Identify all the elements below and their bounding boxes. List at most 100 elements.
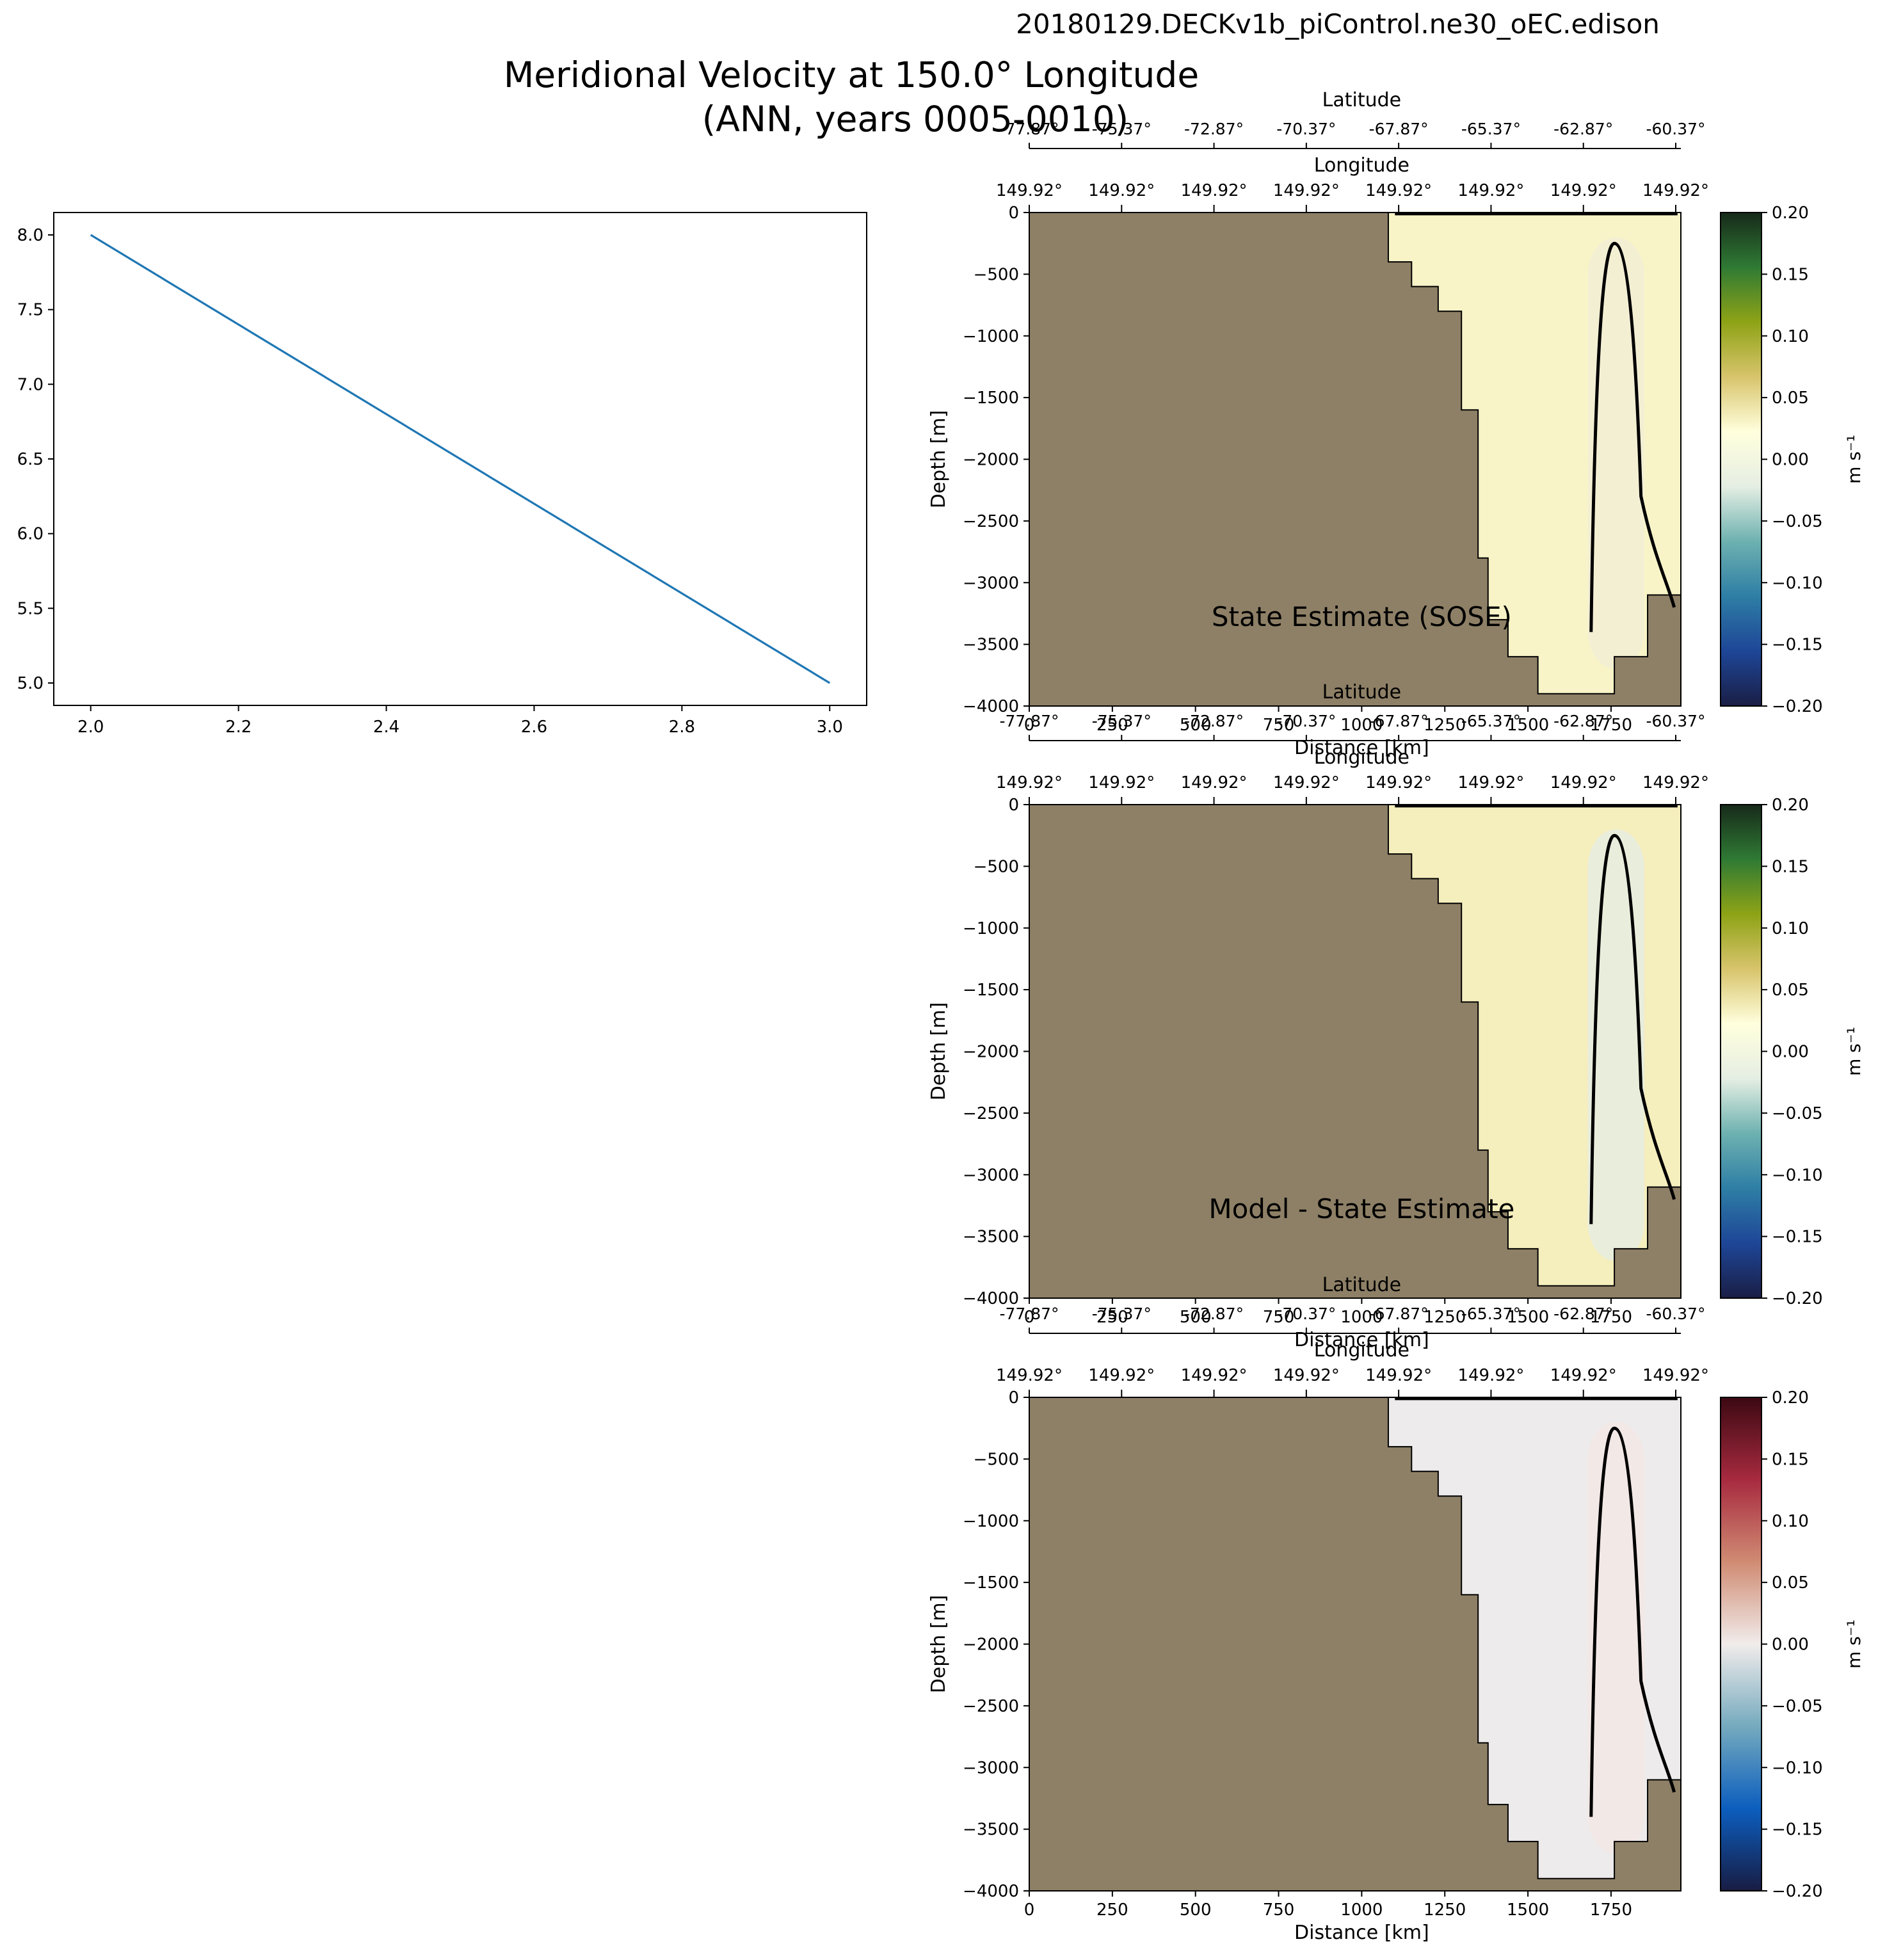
longitude-tick-label: 149.92°	[996, 1366, 1063, 1385]
colorbar-tick-label: 0.05	[1772, 389, 1809, 408]
latitude-axis-label: Latitude	[1322, 89, 1401, 111]
y-tick-label: 7.0	[17, 375, 44, 394]
latitude-tick-label: -70.37°	[1276, 120, 1336, 138]
depth-tick-label: −2000	[963, 1635, 1019, 1655]
colorbar-units-label: m s⁻¹	[1843, 1027, 1865, 1076]
section-panels: 0 −500 −1000 −1500 −2000 −2500 −3000 −3500 −4000…	[927, 89, 1865, 1944]
run-name: 20180129.DECKv1b_piControl.ne30_oEC.edis…	[1016, 8, 1660, 40]
latitude-tick-label: -77.87°	[999, 1305, 1059, 1323]
depth-tick-label: −500	[974, 265, 1019, 284]
distance-tick-label: 0	[1024, 716, 1035, 735]
colorbar-tick-label: 0.15	[1772, 265, 1809, 284]
colorbar-tick-label: −0.15	[1772, 1820, 1823, 1840]
distance-tick-label: 750	[1263, 1308, 1295, 1327]
longitude-tick-label: 149.92°	[1457, 773, 1524, 792]
depth-tick-label: 0	[1008, 204, 1019, 223]
distance-tick-label: 1500	[1507, 1900, 1549, 1920]
distance-tick-label: 1750	[1590, 1308, 1632, 1327]
section-panel-1: 0 −500 −1000 −1500 −2000 −2500 −3000 −3500 −4000…	[927, 89, 1865, 759]
longitude-tick-label: 149.92°	[1088, 773, 1155, 792]
distance-tick-label: 1750	[1590, 1900, 1632, 1920]
distance-tick-label: 500	[1180, 716, 1212, 735]
y-tick-label: 5.0	[17, 674, 44, 693]
colorbar-tick-label: −0.05	[1772, 1104, 1823, 1123]
latitude-tick-label: -67.87°	[1369, 1305, 1429, 1323]
line-plot: 2.0 2.2 2.4 2.6 2.8 3.0 5.0 5.5 6.0 6.5 7.0 7.5 8.0	[17, 212, 867, 737]
figure-title-line-2: (ANN, years 0005-0010)	[702, 99, 1128, 140]
latitude-tick-label: -75.37°	[1092, 712, 1152, 730]
velocity-anomaly	[1587, 829, 1644, 1262]
colorbar-tick-label: −0.15	[1772, 636, 1823, 655]
colorbar	[1720, 1397, 1762, 1892]
colorbar-tick-label: −0.05	[1772, 1697, 1823, 1716]
longitude-tick-label: 149.92°	[1550, 773, 1617, 792]
longitude-tick-label: 149.92°	[1088, 181, 1155, 200]
longitude-tick-label: 149.92°	[1181, 773, 1248, 792]
longitude-tick-label: 149.92°	[1457, 1366, 1524, 1385]
colorbar-tick-label: 0.20	[1772, 204, 1809, 223]
colorbar-tick-label: −0.10	[1772, 1758, 1823, 1778]
contour-line	[1395, 1397, 1678, 1817]
colorbar-tick-label: 0.00	[1772, 1635, 1809, 1655]
y-tick-label: 7.5	[17, 301, 44, 320]
longitude-tick-label: 149.92°	[1273, 1366, 1340, 1385]
longitude-tick-label: 149.92°	[1550, 1366, 1617, 1385]
depth-tick-label: −1000	[963, 919, 1019, 938]
distance-tick-label: 1000	[1340, 1308, 1383, 1327]
distance-tick-label: 500	[1180, 1900, 1212, 1920]
panel-label: Model - State Estimate	[1208, 1193, 1514, 1225]
latitude-tick-label: -62.87°	[1553, 120, 1613, 138]
latitude-tick-label: -75.37°	[1092, 1305, 1152, 1323]
distance-tick-label: 1500	[1507, 1308, 1549, 1327]
distance-tick-label: 0	[1024, 1900, 1035, 1920]
colorbar-tick-label: −0.15	[1772, 1228, 1823, 1247]
distance-tick-label: 1250	[1424, 716, 1466, 735]
longitude-tick-label: 149.92°	[1550, 181, 1617, 200]
latitude-axis-label: Latitude	[1322, 681, 1401, 703]
y-tick-label: 8.0	[17, 226, 44, 245]
longitude-tick-label: 149.92°	[1365, 773, 1432, 792]
depth-tick-label: −3000	[963, 1758, 1019, 1778]
x-tick-label: 3.0	[817, 718, 843, 737]
longitude-tick-label: 149.92°	[1642, 1366, 1709, 1385]
contour-line	[1395, 212, 1678, 632]
depth-tick-label: −3000	[963, 574, 1019, 593]
contour-line	[1395, 804, 1678, 1225]
data-line	[90, 234, 831, 684]
depth-tick-label: −2500	[963, 1104, 1019, 1123]
x-tick-label: 2.8	[669, 718, 695, 737]
latitude-tick-label: -72.87°	[1184, 120, 1244, 138]
panel-label: State Estimate (SOSE)	[1212, 601, 1512, 632]
latitude-tick-label: -65.37°	[1461, 712, 1521, 730]
y-tick-label: 6.0	[17, 525, 44, 544]
depth-tick-label: −1000	[963, 1512, 1019, 1531]
longitude-tick-label: 149.92°	[1365, 181, 1432, 200]
colorbar	[1720, 212, 1762, 707]
distance-tick-label: 1750	[1590, 716, 1632, 735]
colorbar-tick-label: −0.20	[1772, 697, 1823, 716]
longitude-tick-label: 149.92°	[1088, 1366, 1155, 1385]
latitude-tick-label: -62.87°	[1553, 712, 1613, 730]
depth-tick-label: −500	[974, 857, 1019, 876]
longitude-tick-label: 149.92°	[1642, 181, 1709, 200]
colorbar-tick-label: 0.20	[1772, 796, 1809, 815]
distance-tick-label: 250	[1096, 716, 1128, 735]
colorbar-tick-label: −0.20	[1772, 1289, 1823, 1308]
longitude-tick-label: 149.92°	[1457, 181, 1524, 200]
colorbar-tick-label: −0.20	[1772, 1882, 1823, 1901]
depth-tick-label: −2500	[963, 1697, 1019, 1716]
depth-tick-label: −3500	[963, 1228, 1019, 1247]
latitude-tick-label: -72.87°	[1184, 712, 1244, 730]
colorbar-tick-label: −0.10	[1772, 574, 1823, 593]
colorbar-tick-label: 0.05	[1772, 981, 1809, 1000]
longitude-tick-label: 149.92°	[996, 773, 1063, 792]
colorbar-tick-label: 0.10	[1772, 919, 1809, 938]
colorbar-tick-label: 0.20	[1772, 1388, 1809, 1408]
colorbar-units-label: m s⁻¹	[1843, 1619, 1865, 1669]
x-tick-label: 2.2	[225, 718, 252, 737]
colorbar-tick-label: 0.05	[1772, 1573, 1809, 1593]
latitude-tick-label: -60.37°	[1646, 1305, 1705, 1323]
longitude-tick-label: 149.92°	[1181, 1366, 1248, 1385]
longitude-axis-label: Longitude	[1314, 746, 1409, 769]
depth-tick-label: −500	[974, 1450, 1019, 1469]
